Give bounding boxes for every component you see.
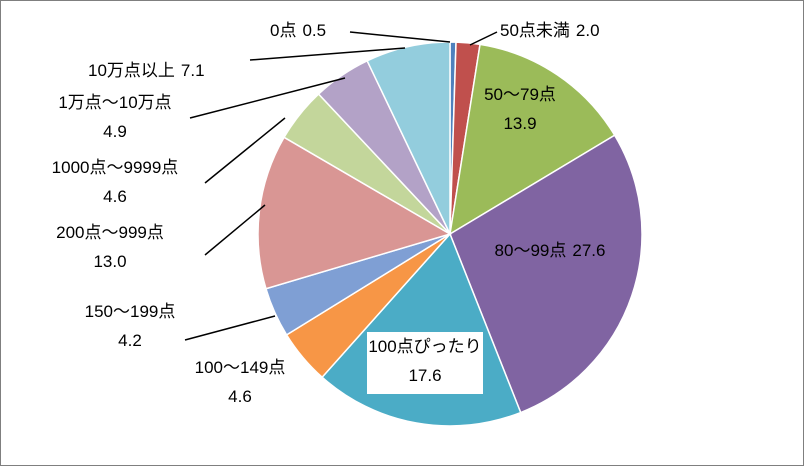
- category-label: 80～99点: [495, 241, 567, 260]
- data-label: 100～149点 4.6: [195, 358, 286, 406]
- category-label: 150～199点: [85, 302, 176, 321]
- data-label: 10万点以上 7.1: [88, 61, 205, 80]
- leader-line: [204, 204, 266, 256]
- leader-line: [184, 315, 276, 341]
- data-label: 1万点～10万点 4.9: [58, 93, 171, 141]
- data-label: 80～99点 27.6: [495, 241, 606, 260]
- leader-line: [469, 31, 498, 46]
- category-label: 100～149点: [195, 358, 286, 377]
- category-label: 0点: [270, 21, 296, 40]
- label-box: [367, 332, 483, 394]
- value-label: 0.5: [302, 21, 326, 40]
- leader-line: [249, 47, 406, 61]
- category-label: 1000点～9999点: [52, 158, 179, 177]
- labels: 0点 0.5 50点未満 2.0 50～79点 13.9 80～99点 27.6 100点ぴった…: [52, 21, 606, 406]
- category-label: 1万点～10万点: [58, 93, 171, 112]
- data-label: 50～79点 13.9: [484, 85, 556, 133]
- value-label: 13.9: [503, 114, 536, 133]
- value-label: 4.6: [103, 187, 127, 206]
- leader-line: [204, 117, 286, 184]
- value-label: 4.9: [103, 122, 127, 141]
- category-label: 50～79点: [484, 85, 556, 104]
- category-label: 100点ぴったり: [368, 337, 481, 356]
- data-label: 0点 0.5: [270, 21, 326, 40]
- value-label: 7.1: [181, 61, 205, 80]
- data-label: 100点ぴったり 17.6: [368, 337, 481, 385]
- value-label: 13.0: [93, 252, 126, 271]
- data-label: 50点未満 2.0: [500, 21, 600, 40]
- data-label: 150～199点 4.2: [85, 302, 176, 350]
- leader-line: [349, 31, 451, 43]
- value-label: 27.6: [572, 241, 605, 260]
- pie: [257, 41, 643, 427]
- value-label: 17.6: [408, 366, 441, 385]
- category-label: 200点～999点: [56, 223, 164, 242]
- data-label: 200点～999点 13.0: [56, 223, 164, 271]
- data-label: 1000点～9999点 4.6: [52, 158, 179, 206]
- value-label: 2.0: [576, 21, 600, 40]
- value-label: 4.6: [228, 387, 252, 406]
- category-label: 50点未満: [500, 21, 570, 40]
- value-label: 4.2: [118, 331, 142, 350]
- category-label: 10万点以上: [88, 61, 175, 80]
- pie-slice: [449, 134, 643, 414]
- leader-line: [189, 77, 346, 119]
- pie-slice: [257, 136, 452, 290]
- pie-slice: [449, 43, 616, 236]
